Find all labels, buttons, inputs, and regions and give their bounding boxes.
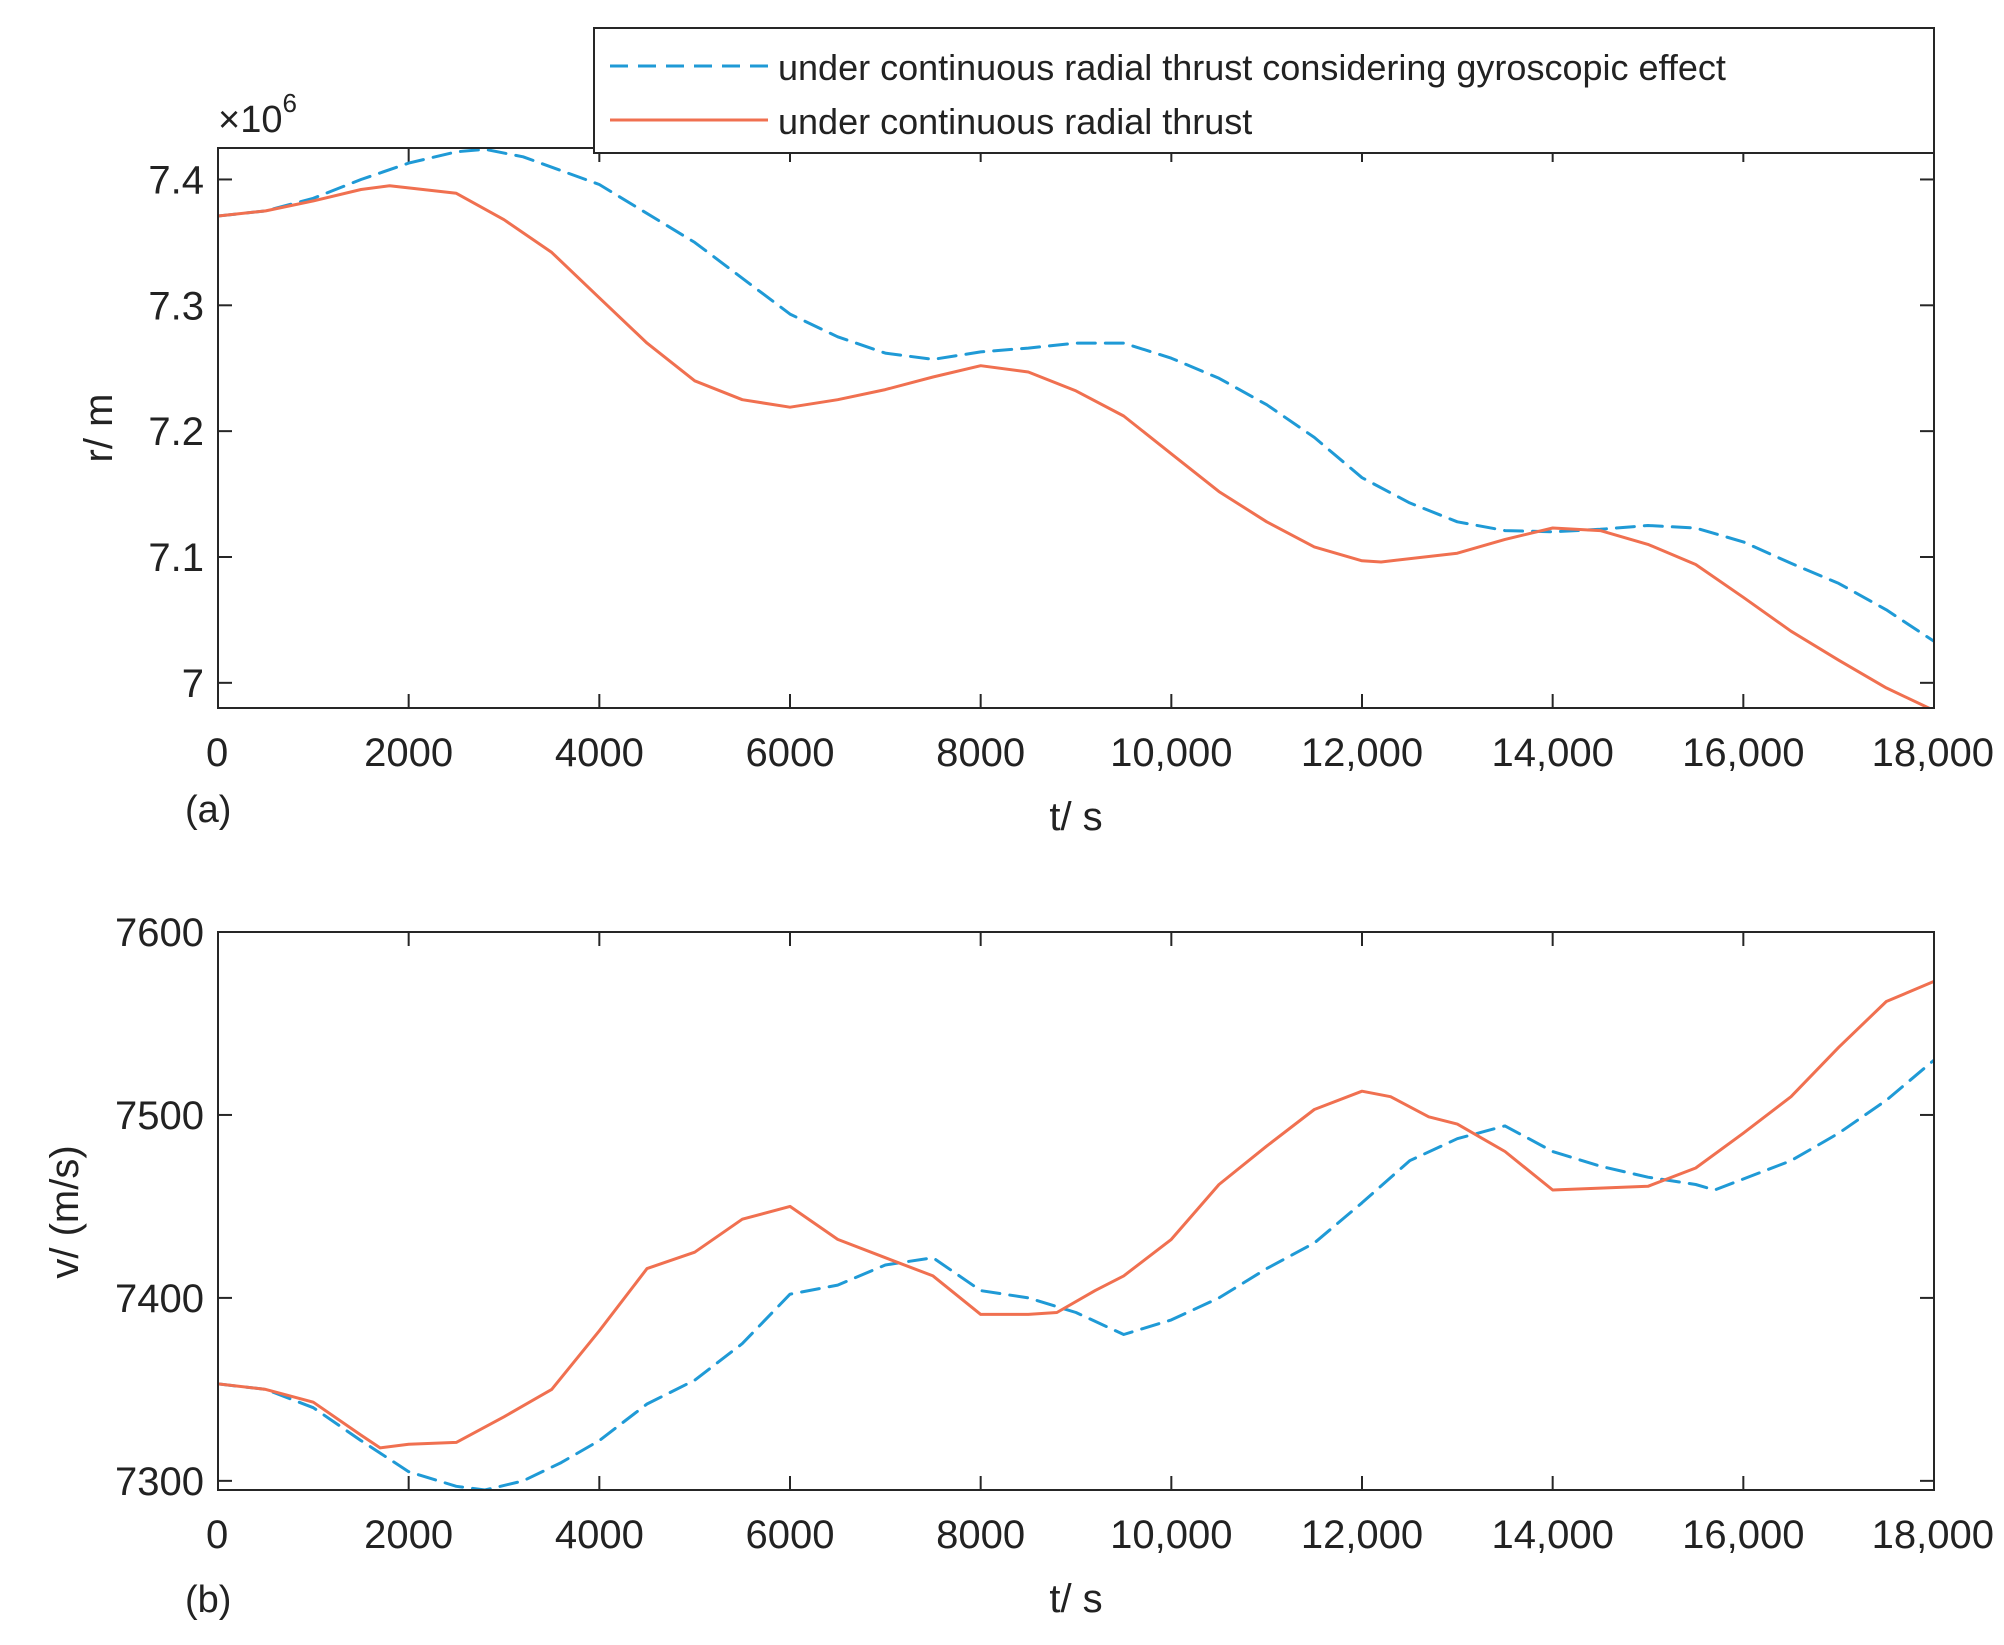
panel-b: 0 2000 4000 6000 8000 10,000 12,000 14,000 16,00… (43, 911, 1994, 1621)
x-tick-label: 6000 (746, 1513, 835, 1557)
x-tick-label: 12,000 (1301, 731, 1423, 775)
series-line-gyroscopic (218, 1058, 1934, 1490)
legend-entry-gyroscopic: under continuous radial thrust consideri… (778, 47, 1726, 88)
panel-a-y-axis-label: r/ m (77, 394, 121, 463)
panel-a-label: (a) (185, 789, 231, 831)
x-tick-label: 8000 (936, 731, 1025, 775)
x-tick-label: 18,000 (1872, 1513, 1994, 1557)
x-tick-label: 2000 (364, 1513, 453, 1557)
series-line-radial-thrust (218, 184, 1933, 708)
x-tick-label: 18,000 (1872, 731, 1994, 775)
panel-b-x-tick-labels: 0 2000 4000 6000 8000 10,000 12,000 14,000 16,00… (206, 1513, 1994, 1557)
panel-b-series-group (218, 979, 1934, 1490)
y-tick-label: 7300 (115, 1460, 204, 1504)
x-tick-label: 0 (206, 1513, 228, 1557)
x-tick-label: 6000 (746, 731, 835, 775)
x-tick-label: 14,000 (1491, 731, 1613, 775)
panel-a-x-tick-labels: 0 2000 4000 6000 8000 10,000 12,000 14,000 16,00… (206, 731, 1994, 775)
y-tick-label: 7600 (115, 911, 204, 955)
legend: under continuous radial thrust consideri… (593, 27, 1935, 154)
panel-b-x-axis-label: t/ s (1049, 1577, 1102, 1621)
x-tick-label: 16,000 (1682, 1513, 1804, 1557)
panel-b-axes-box (217, 931, 1935, 1491)
x-tick-label: 4000 (555, 1513, 644, 1557)
panel-a-y-tick-labels: 7 7.1 7.2 7.3 7.4 (148, 158, 204, 705)
y-tick-label: 7.3 (148, 284, 204, 328)
panel-a-series-group (218, 148, 1934, 708)
x-tick-label: 10,000 (1110, 731, 1232, 775)
panel-a: 0 2000 4000 6000 8000 10,000 12,000 14,000 16,00… (77, 27, 1994, 839)
x-tick-label: 10,000 (1110, 1513, 1232, 1557)
legend-entry-radial: under continuous radial thrust (778, 101, 1252, 142)
panel-b-label: (b) (185, 1579, 231, 1621)
y-tick-label: 7500 (115, 1094, 204, 1138)
x-tick-label: 16,000 (1682, 731, 1804, 775)
panel-b-y-axis-label: v/ (m/s) (43, 1145, 87, 1278)
panel-a-exponent-label: ×106 (218, 88, 297, 141)
y-tick-label: 7400 (115, 1277, 204, 1321)
y-tick-label: 7.2 (148, 410, 204, 454)
series-line-gyroscopic (218, 148, 1934, 643)
y-tick-label: 7 (182, 662, 204, 706)
panel-a-x-axis-label: t/ s (1049, 795, 1102, 839)
series-line-radial-thrust (218, 979, 1934, 1450)
y-tick-label: 7.4 (148, 158, 204, 202)
x-tick-label: 0 (206, 731, 228, 775)
x-tick-label: 8000 (936, 1513, 1025, 1557)
x-tick-label: 12,000 (1301, 1513, 1423, 1557)
x-tick-label: 4000 (555, 731, 644, 775)
x-tick-label: 2000 (364, 731, 453, 775)
panel-b-y-tick-labels: 7300 7400 7500 7600 (115, 911, 204, 1504)
x-tick-label: 14,000 (1491, 1513, 1613, 1557)
legend-box (593, 27, 1935, 154)
y-tick-label: 7.1 (148, 536, 204, 580)
